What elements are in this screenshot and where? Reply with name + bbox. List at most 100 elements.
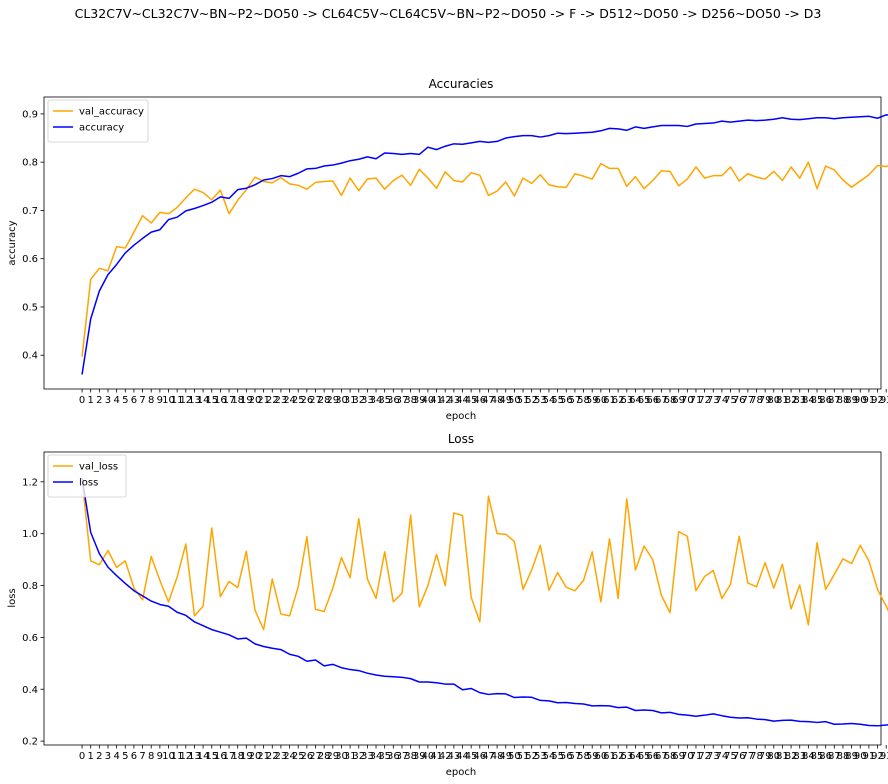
accuracy-x-tick-label: 63: [620, 395, 633, 406]
accuracy-x-tick-label: 45: [465, 395, 478, 406]
accuracy-x-tick-label: 90: [854, 395, 867, 406]
loss-x-tick-label: 14: [197, 751, 210, 762]
loss-x-tick-label: 83: [793, 751, 806, 762]
loss-x-tick-label: 4: [113, 751, 119, 762]
loss-x-tick-label: 2: [96, 751, 102, 762]
loss-x-tick-label: 6: [131, 751, 137, 762]
accuracy-x-tick-label: 17: [223, 395, 236, 406]
accuracy-x-tick-label: 23: [275, 395, 288, 406]
accuracy-x-tick-label: 52: [525, 395, 538, 406]
loss-x-tick-label: 79: [759, 751, 772, 762]
loss-x-tick-label: 80: [767, 751, 780, 762]
accuracy-x-tick-label: 66: [646, 395, 659, 406]
accuracy-x-tick-label: 38: [404, 395, 417, 406]
loss-chart: Loss epoch loss 0.20.40.60.81.01.20 1 2 3 4 5…: [7, 432, 888, 778]
accuracy-legend: val_accuracy accuracy: [47, 99, 149, 143]
accuracy-x-tick-label: 20: [249, 395, 262, 406]
accuracy-x-tick-label: 47: [482, 395, 495, 406]
accuracy-series-val-accuracy-line: [81, 161, 888, 357]
loss-x-tick-label: 44: [456, 751, 469, 762]
loss-y-tick-label: 0.2: [22, 737, 38, 748]
loss-x-tick-label: 88: [837, 751, 850, 762]
accuracy-x-tick-label: 21: [257, 395, 270, 406]
loss-x-tick-label: 70: [681, 751, 694, 762]
accuracy-x-tick-label: 79: [759, 395, 772, 406]
accuracy-x-tick-label: 80: [767, 395, 780, 406]
loss-x-tick-label: 78: [750, 751, 763, 762]
loss-x-tick-label: 91: [863, 751, 876, 762]
loss-x-tick-label: 89: [845, 751, 858, 762]
loss-x-tick-label: 21: [257, 751, 270, 762]
loss-x-tick-label: 52: [525, 751, 538, 762]
loss-y-tick-label: 1.0: [22, 529, 38, 540]
loss-x-tick-label: 46: [473, 751, 486, 762]
accuracy-series-accuracy-line: [81, 114, 888, 375]
accuracy-x-tick-label: 33: [361, 395, 374, 406]
loss-x-tick-label: 67: [655, 751, 668, 762]
loss-x-tick-label: 37: [396, 751, 409, 762]
accuracy-x-tick-label: 2: [96, 395, 102, 406]
accuracy-x-tick-label: 85: [811, 395, 824, 406]
accuracy-x-tick-label: 5: [122, 395, 128, 406]
loss-x-tick-label: 3: [105, 751, 111, 762]
loss-x-tick-label: 43: [447, 751, 460, 762]
accuracy-x-tick-label: 73: [707, 395, 720, 406]
loss-x-tick-label: 53: [534, 751, 547, 762]
accuracy-x-tick-label: 44: [456, 395, 469, 406]
loss-x-tick-label: 56: [560, 751, 573, 762]
loss-x-tick-label: 71: [690, 751, 703, 762]
loss-x-tick-label: 65: [638, 751, 651, 762]
accuracy-x-tick-label: 29: [326, 395, 339, 406]
loss-x-tick-label: 62: [612, 751, 625, 762]
loss-x-tick-label: 49: [499, 751, 512, 762]
loss-x-tick-label: 55: [551, 751, 564, 762]
loss-x-tick-label: 64: [629, 751, 642, 762]
accuracy-x-tick-label: 25: [292, 395, 305, 406]
loss-x-tick-label: 18: [231, 751, 244, 762]
accuracy-x-tick-label: 40: [422, 395, 435, 406]
accuracy-x-tick-label: 16: [214, 395, 227, 406]
loss-x-tick-label: 5: [122, 751, 128, 762]
loss-x-tick-label: 87: [828, 751, 841, 762]
loss-x-tick-label: 24: [283, 751, 296, 762]
accuracy-y-tick-label: 0.5: [22, 302, 38, 313]
accuracy-x-tick-label: 10: [162, 395, 175, 406]
loss-x-tick-label: 93: [880, 751, 888, 762]
loss-x-tick-label: 38: [404, 751, 417, 762]
loss-x-tick-label: 26: [300, 751, 313, 762]
loss-x-tick-label: 11: [171, 751, 184, 762]
accuracy-x-tick-label: 76: [733, 395, 746, 406]
loss-x-tick-label: 28: [318, 751, 331, 762]
accuracy-y-tick-label: 0.4: [22, 351, 38, 362]
accuracy-y-tick-label: 0.7: [22, 206, 38, 217]
accuracy-x-tick-label: 15: [205, 395, 218, 406]
accuracy-x-tick-label: 54: [543, 395, 556, 406]
loss-x-tick-label: 9: [157, 751, 163, 762]
accuracy-x-tick-label: 43: [447, 395, 460, 406]
loss-x-tick-label: 54: [543, 751, 556, 762]
accuracy-x-tick-label: 9: [157, 395, 163, 406]
accuracy-x-tick-label: 11: [171, 395, 184, 406]
accuracy-x-tick-label: 61: [603, 395, 616, 406]
accuracy-x-tick-label: 30: [335, 395, 348, 406]
loss-x-tick-label: 32: [352, 751, 365, 762]
accuracy-x-tick-label: 34: [370, 395, 383, 406]
accuracy-x-tick-label: 91: [863, 395, 876, 406]
accuracy-x-tick-label: 68: [664, 395, 677, 406]
accuracy-x-tick-label: 46: [473, 395, 486, 406]
accuracy-legend-label: val_accuracy: [79, 107, 144, 118]
loss-x-tick-label: 84: [802, 751, 815, 762]
loss-x-tick-label: 34: [370, 751, 383, 762]
accuracy-x-tick-label: 51: [517, 395, 530, 406]
loss-x-tick-label: 58: [577, 751, 590, 762]
accuracy-x-tick-label: 3: [105, 395, 111, 406]
loss-x-tick-label: 13: [188, 751, 201, 762]
loss-y-tick-label: 1.2: [22, 477, 38, 488]
accuracy-x-tick-label: 70: [681, 395, 694, 406]
loss-x-tick-label: 25: [292, 751, 305, 762]
accuracy-x-tick-label: 56: [560, 395, 573, 406]
accuracy-x-tick-label: 72: [698, 395, 711, 406]
accuracy-x-tick-label: 31: [344, 395, 357, 406]
accuracy-x-tick-label: 14: [197, 395, 210, 406]
